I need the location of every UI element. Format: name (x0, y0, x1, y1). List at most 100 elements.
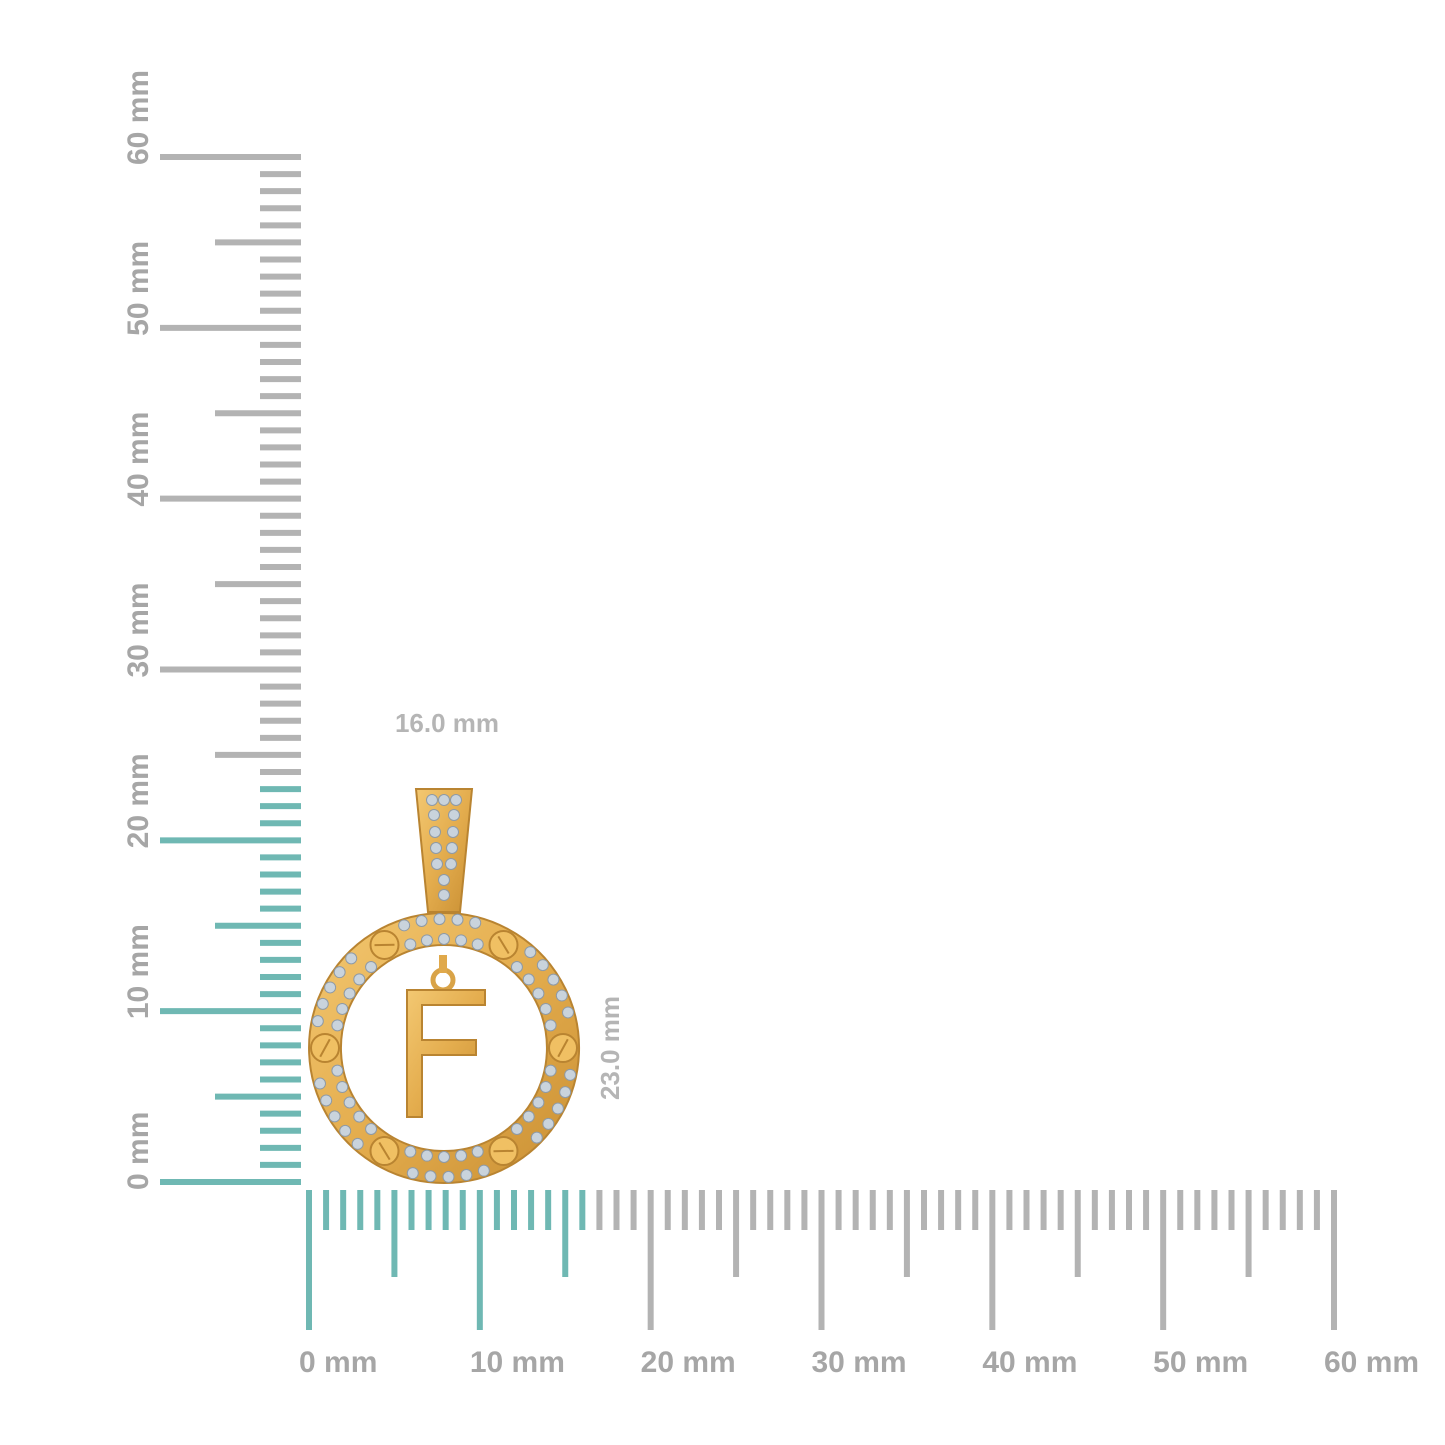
stone (445, 858, 457, 870)
stone (431, 858, 443, 870)
stone (522, 1110, 535, 1123)
stone (438, 794, 450, 806)
stone (313, 1077, 326, 1090)
horizontal-ruler-label: 50 mm (1153, 1346, 1248, 1379)
stone (353, 1110, 366, 1123)
stone (455, 934, 468, 947)
stone (438, 933, 450, 945)
ring-stones (311, 913, 577, 1183)
stone (433, 913, 446, 926)
stone (469, 916, 482, 929)
vertical-ruler (160, 154, 301, 1185)
stone (336, 1002, 349, 1015)
stone (455, 1149, 468, 1162)
stone (316, 997, 329, 1010)
stone (420, 1149, 433, 1162)
stone (404, 1145, 417, 1158)
stone (353, 973, 366, 986)
stone (320, 1094, 333, 1107)
stone (398, 919, 411, 932)
stone (451, 913, 464, 926)
stone (448, 809, 460, 821)
stone (539, 1002, 552, 1015)
horizontal-ruler-label: 30 mm (812, 1346, 907, 1379)
stone (530, 1131, 543, 1144)
stone (447, 826, 459, 838)
stone (438, 889, 450, 901)
stone (404, 938, 417, 951)
stone (324, 981, 337, 994)
stone (311, 1015, 324, 1028)
stone (544, 1064, 557, 1077)
stone (471, 1145, 484, 1158)
horizontal-ruler-label: 20 mm (641, 1346, 736, 1379)
stone (547, 973, 560, 986)
stone (331, 1064, 344, 1077)
stone (415, 914, 428, 927)
stone (562, 1006, 575, 1019)
stone (539, 1081, 552, 1094)
stone (471, 938, 484, 951)
stone (365, 960, 378, 973)
stone (532, 1096, 545, 1109)
stone (460, 1169, 473, 1182)
stone (542, 1117, 555, 1130)
horizontal-ruler (306, 1190, 1337, 1330)
stone (551, 1102, 564, 1115)
ring-screw-motifs (310, 929, 578, 1167)
stone (450, 794, 462, 806)
stone (510, 960, 523, 973)
stone (339, 1124, 352, 1137)
letter-f-charm (406, 989, 486, 1118)
vertical-ruler-labels: 0 mm 10 mm 20 mm 30 mm 40 mm 50 mm 60 mm (122, 70, 155, 1190)
vertical-ruler-label: 40 mm (122, 412, 155, 507)
stone (331, 1019, 344, 1032)
pendant-image (308, 788, 581, 1184)
stone (430, 842, 442, 854)
stone (522, 973, 535, 986)
stone (365, 1123, 378, 1136)
vertical-ruler-label: 50 mm (122, 241, 155, 336)
horizontal-ruler-label: 10 mm (470, 1346, 565, 1379)
height-dimension-label: 23.0 mm (595, 996, 625, 1100)
stone (442, 1170, 455, 1183)
bail-stones (426, 794, 462, 901)
stone (438, 1151, 450, 1163)
stone (328, 1110, 341, 1123)
stone (438, 874, 450, 886)
stone (510, 1123, 523, 1136)
vertical-ruler-label: 20 mm (122, 753, 155, 848)
vertical-ruler-label: 0 mm (122, 1112, 155, 1190)
pendant-bail (414, 788, 474, 913)
horizontal-ruler-labels: 0 mm 10 mm 20 mm 30 mm 40 mm 50 mm 60 mm (299, 1346, 1419, 1379)
stone (555, 989, 568, 1002)
vertical-ruler-label: 10 mm (122, 924, 155, 1019)
stone (345, 952, 358, 965)
stone (446, 842, 458, 854)
stone (532, 987, 545, 1000)
horizontal-ruler-label: 40 mm (982, 1346, 1077, 1379)
stone (420, 934, 433, 947)
stone (336, 1081, 349, 1094)
stone (351, 1137, 364, 1150)
stone (343, 1096, 356, 1109)
stone (544, 1019, 557, 1032)
horizontal-ruler-label: 60 mm (1324, 1346, 1419, 1379)
horizontal-ruler-label: 0 mm (299, 1346, 377, 1379)
stone (429, 826, 441, 838)
stone (477, 1164, 490, 1177)
vertical-ruler-label: 30 mm (122, 582, 155, 677)
stone (559, 1086, 572, 1099)
stone (343, 987, 356, 1000)
stone (424, 1170, 437, 1183)
stone (426, 794, 438, 806)
stone (428, 809, 440, 821)
stone (406, 1167, 419, 1180)
stone (524, 946, 537, 959)
stone (536, 959, 549, 972)
stone (564, 1068, 577, 1081)
width-dimension-label: 16.0 mm (395, 708, 499, 738)
vertical-ruler-label: 60 mm (122, 70, 155, 165)
